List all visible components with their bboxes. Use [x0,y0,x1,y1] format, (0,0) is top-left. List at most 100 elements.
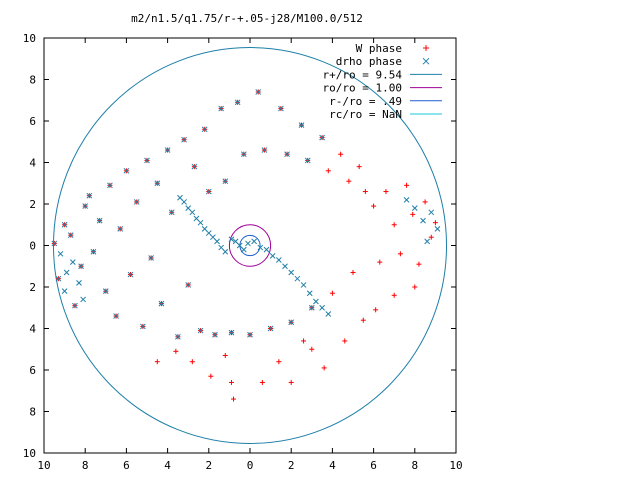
drho-phase-point [67,232,74,238]
drho-phase-point [80,296,86,303]
w-phase-point [356,164,362,170]
y-tick-label: 8 [29,74,36,87]
drho-phase-point [127,271,134,278]
x-tick-label: 4 [164,459,171,472]
drho-phase-point [411,205,418,212]
w-phase-point [154,359,160,365]
y-tick-label: 10 [23,32,36,45]
w-phase-point [329,290,335,296]
data-points [51,89,441,402]
drho-phase-point [300,282,307,288]
radius-circle [228,224,272,267]
legend-label: ro/ro = 1.00 [323,82,402,95]
legend-label: drho phase [336,55,402,68]
drho-phase-point [175,333,181,340]
drho-phase-point [117,226,124,232]
drho-phase-point [403,196,410,203]
drho-phase-point [164,147,171,153]
w-phase-point [301,338,307,344]
w-phase-point [416,261,422,267]
drho-phase-point [313,298,319,305]
x-tick-label: 8 [411,459,418,472]
drho-phase-point [308,304,315,311]
drho-phase-point [197,327,204,334]
drho-phase-point [251,238,257,245]
drho-phase-point [261,147,268,153]
radius-circle [52,47,448,444]
drho-phase-point [107,182,113,189]
drho-phase-point [304,157,311,164]
drho-phase-point [245,240,251,247]
drho-phase-point [240,151,247,158]
y-tick-label: 2 [29,198,36,211]
drho-phase-point [123,167,130,174]
drho-phase-point [72,302,78,309]
legend-label: r-/ro = .49 [329,95,402,108]
drho-phase-point [306,290,313,297]
w-phase-point [288,379,294,385]
w-phase-point [325,168,331,174]
w-phase-point [350,269,356,275]
w-phase-point [208,373,214,379]
x-tick-label: 6 [123,459,130,472]
w-phase-point [383,189,389,195]
x-tick-label: 4 [329,459,336,472]
drho-phase-point [234,99,241,106]
y-tick-label: 0 [29,240,36,253]
drho-phase-point [113,313,119,319]
drho-phase-point [96,217,103,224]
drho-phase-point [222,178,229,185]
drho-phase-point [212,331,218,338]
y-tick-label: 4 [29,323,36,336]
w-phase-point [391,292,397,298]
drho-phase-point [82,203,89,209]
chart-title: m2/n1.5/q1.75/r-+.05-j28/M100.0/512 [131,12,363,25]
w-phase-point [410,211,416,217]
drho-phase-point [185,282,192,288]
x-tick-label: 0 [247,459,254,472]
drho-phase-point [247,331,253,338]
w-phase-point [342,338,348,344]
drho-phase-point [222,248,229,255]
x-tick-label: 2 [288,459,295,472]
w-phase-point [346,178,352,184]
drho-phase-point [240,246,247,253]
legend-symbol [423,45,429,51]
drho-phase-point [228,329,235,336]
drho-phase-point [319,304,325,311]
legend-symbol [422,57,430,65]
w-phase-point [321,365,327,371]
w-phase-point [189,359,195,365]
drho-phase-point [284,151,290,158]
y-tick-label: 6 [29,115,36,128]
drho-phase-point [228,236,235,243]
w-phase-point [397,251,403,257]
w-phase-point [276,359,282,365]
x-tick-label: 10 [37,459,50,472]
drho-phase-point [420,217,426,224]
y-tick-label: 6 [29,364,36,377]
w-phase-point [231,396,237,402]
drho-phase-point [275,257,282,263]
drho-phase-point [218,105,225,112]
drho-phase-point [214,238,220,245]
drho-phase-point [201,126,208,133]
drho-phase-point [168,209,175,216]
w-phase-point [432,220,438,226]
w-phase-point [360,317,366,323]
w-phase-point [259,379,265,385]
y-tick-label: 10 [23,447,36,460]
w-phase-point [422,199,428,205]
w-phase-point [309,346,315,352]
w-phase-point [228,379,234,385]
drho-phase-point [191,163,198,170]
x-tick-label: 2 [205,459,212,472]
drho-phase-point [133,199,140,205]
drho-phase-point [424,238,431,245]
drho-phase-point [144,157,150,164]
drho-phase-point [90,248,97,255]
x-tick-label: 10 [449,459,462,472]
w-phase-point [371,203,377,209]
